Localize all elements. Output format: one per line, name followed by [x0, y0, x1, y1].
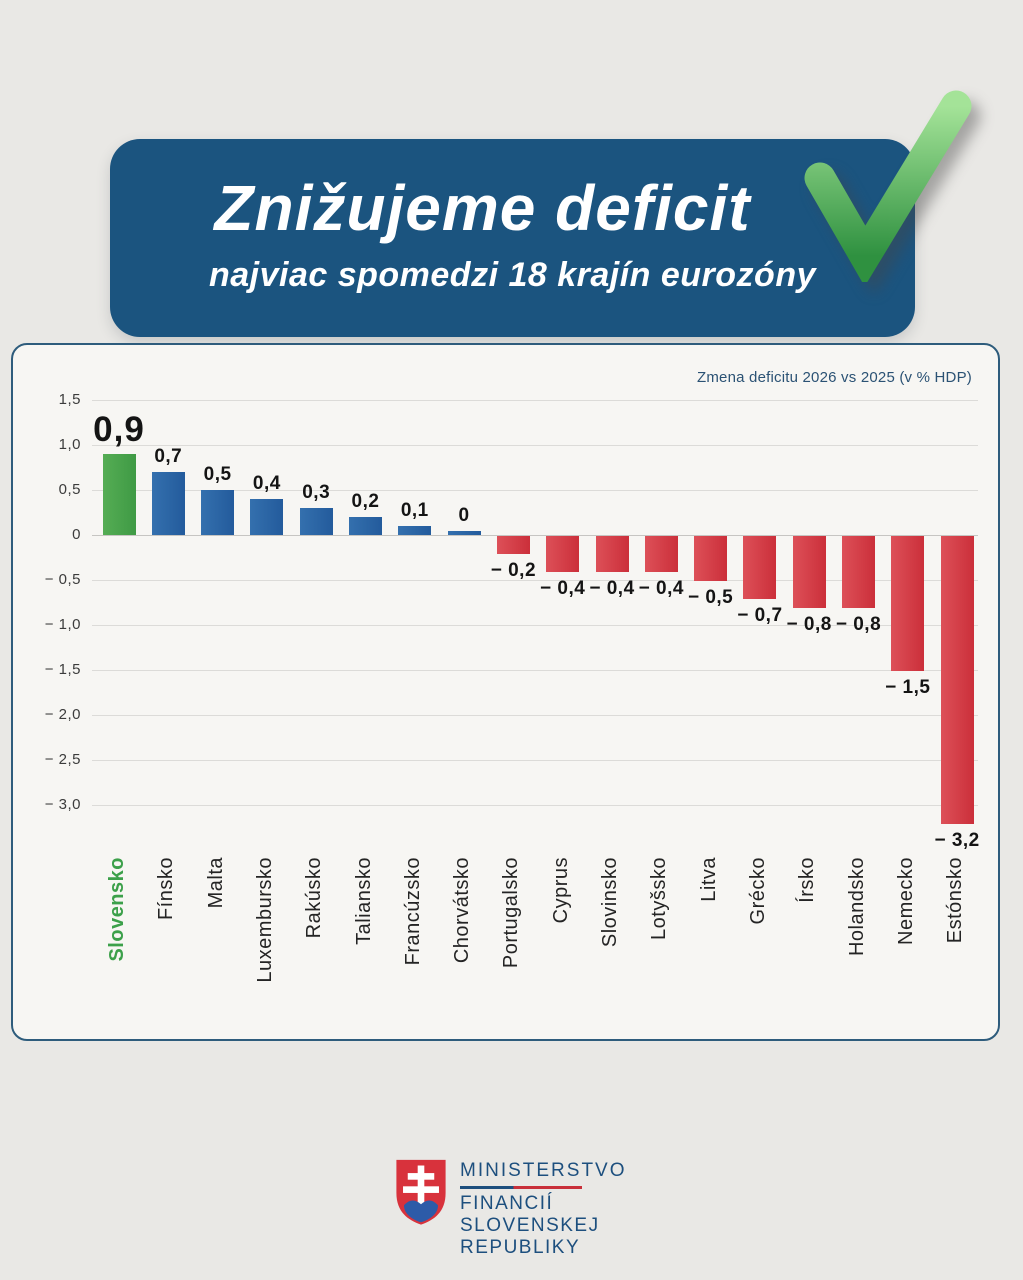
header-card: Znižujeme deficit najviac spomedzi 18 kr…	[110, 139, 915, 337]
bar-value-label: − 0,4	[638, 578, 684, 599]
bar-value-label: 0,2	[351, 491, 380, 512]
page-title: Znižujeme deficit	[214, 171, 751, 244]
y-tick-label: − 3,0	[44, 796, 81, 813]
x-axis-label-nemecko: Nemecko	[894, 857, 917, 945]
bar-slovensko	[102, 454, 136, 535]
x-axis-label-slovinsko: Slovinsko	[599, 857, 621, 948]
bar-value-label: − 0,4	[589, 578, 635, 599]
bar-slovinsko	[595, 536, 629, 572]
bar-value-label: − 0,5	[687, 587, 734, 608]
bar-cyprus	[546, 536, 580, 572]
grid-line	[92, 625, 978, 626]
bar-nemecko	[891, 536, 925, 671]
grid-line	[92, 535, 978, 536]
footer: MINISTERSTVO FINANCIÍ SLOVENSKEJ REPUBLI…	[0, 1150, 1023, 1258]
green-checkmark-icon	[804, 90, 972, 282]
bar-value-label: 0,1	[400, 500, 429, 521]
bar-value-label: − 1,5	[885, 677, 931, 698]
bar-holandsko	[842, 536, 875, 608]
bar-value-label: − 0,4	[540, 578, 586, 599]
grid-line	[92, 760, 978, 761]
x-axis-label-cyprus: Cyprus	[549, 857, 572, 924]
ministry-name-line2: FINANCIÍ	[460, 1193, 554, 1214]
x-axis-label-rakúsko: Rakúsko	[303, 857, 326, 939]
bar-value-label: 0,7	[154, 446, 183, 467]
x-axis-label-fínsko: Fínsko	[155, 857, 178, 921]
bar-grécko	[743, 536, 777, 599]
bar-írsko	[792, 536, 826, 608]
ministry-wordmark: MINISTERSTVO FINANCIÍ SLOVENSKEJ REPUBLI…	[460, 1160, 627, 1258]
bar-value-label: 0,3	[302, 482, 331, 503]
y-tick-label: 0	[72, 526, 81, 543]
x-axis-label-grécko: Grécko	[746, 857, 769, 925]
bar-value-label: − 0,2	[490, 560, 537, 581]
bar-value-label: 0,5	[203, 464, 232, 485]
y-tick-label: 0,5	[58, 481, 81, 498]
grid-line	[92, 580, 978, 581]
bar-value-label: − 0,8	[786, 614, 832, 635]
y-tick-label: 1,5	[58, 391, 81, 408]
grid-line	[92, 715, 978, 716]
grid-line	[92, 670, 978, 671]
bar-malta	[201, 490, 235, 535]
x-axis-label-lotyšsko: Lotyšsko	[648, 857, 671, 940]
y-tick-label: − 0,5	[44, 571, 81, 588]
y-tick-label: − 1,0	[44, 616, 81, 633]
x-axis-label-estónsko: Estónsko	[944, 857, 967, 944]
slovak-coat-of-arms-icon	[396, 1159, 446, 1225]
grid-line	[92, 490, 978, 491]
plot-area: 1,5 1,0 0,5 0 − 0,5 − 1,0 − 1,5 − 2,0 − 2,5 − 3,0…	[13, 345, 998, 1039]
y-tick-label: − 2,5	[44, 751, 81, 768]
x-axis-label-malta: Malta	[204, 857, 227, 909]
grid-line	[92, 805, 978, 806]
bar-luxembursko	[250, 499, 284, 535]
x-axis-label-írsko: Írsko	[796, 857, 819, 903]
ministry-name-line1: MINISTERSTVO	[460, 1160, 627, 1181]
bar-value-label: 0,9	[93, 410, 145, 449]
x-axis-label-taliansko: Taliansko	[352, 857, 375, 945]
bar-taliansko	[349, 517, 382, 535]
x-axis-label-portugalsko: Portugalsko	[500, 857, 523, 969]
y-tick-label: 1,0	[58, 436, 81, 453]
bar-rakúsko	[299, 508, 333, 535]
y-tick-label: − 2,0	[44, 706, 81, 723]
grid-line	[92, 400, 978, 401]
bar-value-label: − 3,2	[934, 830, 980, 851]
ministry-rule	[460, 1186, 582, 1189]
x-axis-label-chorvátsko: Chorvátsko	[451, 857, 474, 964]
ministry-name-line3: SLOVENSKEJ REPUBLIKY	[460, 1215, 600, 1258]
bar-francúzsko	[398, 526, 432, 535]
bar-value-label: − 0,7	[737, 605, 783, 626]
y-tick-label: − 1,5	[44, 661, 81, 678]
page-subtitle: najviac spomedzi 18 krajín eurozóny	[208, 256, 817, 295]
bar-lotyšsko	[644, 536, 678, 572]
chart-title: Zmena deficitu 2026 vs 2025 (v % HDP)	[696, 369, 972, 386]
bar-value-label: 0	[458, 505, 470, 526]
x-axis-label-litva: Litva	[697, 857, 720, 902]
x-axis-label-holandsko: Holandsko	[845, 857, 868, 957]
x-axis-label-luxembursko: Luxembursko	[253, 857, 276, 983]
grid-line	[92, 445, 978, 446]
x-axis-label-francúzsko: Francúzsko	[401, 857, 424, 966]
bar-fínsko	[151, 472, 185, 535]
bar-portugalsko	[496, 536, 530, 554]
chart-panel: Zmena deficitu 2026 vs 2025 (v % HDP) 1,…	[11, 343, 1000, 1041]
bar-value-label: 0,4	[252, 473, 281, 494]
bar-estónsko	[940, 536, 974, 824]
bar-chorvátsko	[447, 531, 481, 535]
bar-litva	[694, 536, 728, 581]
x-axis-label-slovensko: Slovensko	[106, 857, 128, 962]
bar-value-label: − 0,8	[835, 614, 882, 635]
